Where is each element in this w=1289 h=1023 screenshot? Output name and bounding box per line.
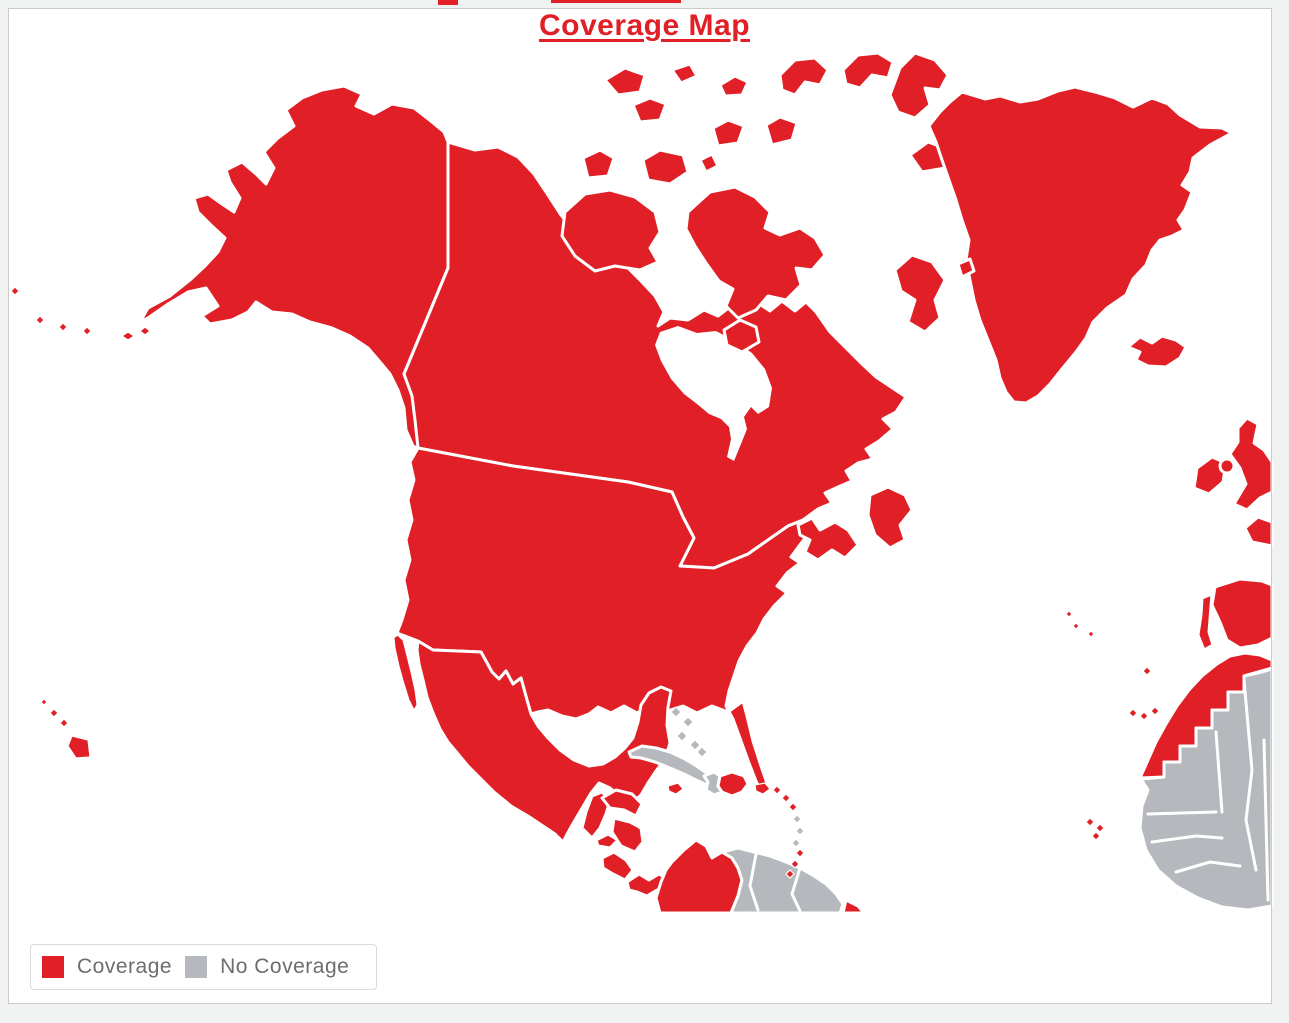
region-united-kingdom bbox=[1228, 416, 1274, 512]
region-southern-lesser-antilles bbox=[790, 859, 800, 869]
region-canadian-arctic bbox=[893, 253, 947, 334]
map-legend: Coverage No Coverage bbox=[30, 944, 378, 990]
region-canadian-arctic bbox=[560, 188, 662, 273]
region-azores bbox=[1065, 610, 1073, 618]
country-border-line bbox=[1214, 730, 1224, 814]
region-canadian-arctic bbox=[778, 56, 830, 97]
region-canadian-arctic bbox=[888, 51, 950, 120]
region-el-salvador bbox=[594, 832, 620, 850]
region-guatemala bbox=[580, 790, 612, 840]
page-title: Coverage Map bbox=[538, 9, 751, 42]
region-puerto-rico bbox=[754, 782, 771, 795]
region-canadian-arctic bbox=[641, 148, 690, 186]
region-bahamas bbox=[689, 739, 701, 751]
region-spain bbox=[1210, 577, 1274, 650]
region-bahamas bbox=[670, 706, 682, 718]
country-border-line bbox=[1262, 738, 1270, 902]
region-bahamas bbox=[676, 730, 688, 742]
region-azores bbox=[1087, 630, 1095, 638]
region-newfoundland bbox=[866, 485, 914, 550]
region-hawaii bbox=[49, 708, 59, 718]
region-aleutian-islands bbox=[35, 315, 45, 325]
country-border-line bbox=[1150, 834, 1224, 844]
region-windward-islands bbox=[791, 838, 801, 848]
region-cape-verde bbox=[1085, 817, 1095, 827]
region-jamaica bbox=[667, 782, 684, 795]
region-canadian-arctic bbox=[670, 62, 699, 85]
country-border-line bbox=[1146, 810, 1218, 816]
legend-item-no-coverage: No Coverage bbox=[185, 955, 349, 979]
region-honduras bbox=[600, 788, 644, 818]
region-greenland bbox=[956, 257, 976, 279]
region-canadian-arctic bbox=[722, 318, 761, 354]
region-windward-islands bbox=[795, 826, 805, 836]
region-portugal bbox=[1196, 592, 1215, 652]
region-greenland bbox=[927, 85, 1234, 405]
region-ireland bbox=[1192, 455, 1228, 496]
region-leeward-islands bbox=[772, 785, 782, 795]
region-cape-verde bbox=[1091, 831, 1101, 841]
region-azores bbox=[1072, 622, 1080, 630]
region-iceland bbox=[1126, 334, 1188, 369]
region-cape-verde bbox=[1095, 823, 1105, 833]
region-aleutian-islands bbox=[10, 286, 20, 296]
region-ireland bbox=[1218, 457, 1236, 475]
region-canadian-arctic bbox=[718, 74, 750, 98]
region-baja-california bbox=[391, 632, 420, 714]
region-hawaii bbox=[67, 735, 91, 759]
region-canary-islands bbox=[1150, 706, 1160, 716]
region-canadian-arctic bbox=[684, 185, 827, 320]
region-canadian-arctic bbox=[711, 118, 746, 148]
cropped-header-artifact bbox=[438, 0, 458, 5]
region-southern-lesser-antilles bbox=[785, 869, 795, 879]
region-leeward-islands bbox=[781, 793, 791, 803]
region-bahamas bbox=[696, 746, 708, 758]
hudson-bay-water bbox=[655, 326, 772, 461]
region-bahamas bbox=[682, 716, 694, 728]
region-hawaii bbox=[40, 698, 48, 706]
region-alaska bbox=[138, 84, 450, 452]
region-nova-scotia bbox=[796, 516, 860, 562]
region-canadian-arctic bbox=[631, 96, 668, 124]
region-leeward-islands bbox=[788, 802, 798, 812]
coverage-swatch-icon bbox=[42, 956, 64, 978]
region-brazil bbox=[841, 898, 866, 915]
region-canary-islands bbox=[1128, 708, 1138, 718]
region-west-africa bbox=[1138, 667, 1274, 912]
region-canadian-arctic bbox=[764, 115, 799, 147]
region-canadian-arctic bbox=[603, 66, 647, 97]
region-madeira bbox=[1142, 666, 1152, 676]
region-canadian-arctic bbox=[841, 51, 895, 90]
legend-label: Coverage bbox=[77, 955, 173, 978]
cropped-header-artifact bbox=[551, 0, 681, 3]
legend-label: No Coverage bbox=[220, 955, 350, 978]
region-nicaragua bbox=[610, 816, 645, 854]
country-border-line bbox=[1242, 678, 1258, 872]
region-aleutian-islands bbox=[139, 326, 151, 336]
region-hawaii bbox=[59, 718, 69, 728]
region-windward-islands bbox=[792, 814, 802, 824]
country-border-line bbox=[748, 852, 760, 912]
region-canary-islands bbox=[1139, 711, 1149, 721]
region-canadian-arctic bbox=[698, 152, 720, 174]
country-border-line bbox=[1174, 860, 1242, 874]
region-mexico bbox=[415, 639, 673, 844]
no-coverage-swatch-icon bbox=[185, 956, 208, 978]
region-costa-rica bbox=[600, 850, 635, 882]
region-aleutian-islands bbox=[82, 326, 92, 336]
region-aleutian-islands bbox=[58, 322, 68, 332]
region-canadian-arctic bbox=[581, 148, 616, 180]
legend-item-coverage: Coverage bbox=[42, 955, 172, 979]
region-southern-lesser-antilles bbox=[795, 848, 805, 858]
region-aleutian-islands bbox=[121, 331, 135, 341]
country-border-line bbox=[790, 866, 802, 913]
region-france bbox=[1243, 515, 1274, 548]
region-dominican-republic bbox=[716, 770, 750, 798]
